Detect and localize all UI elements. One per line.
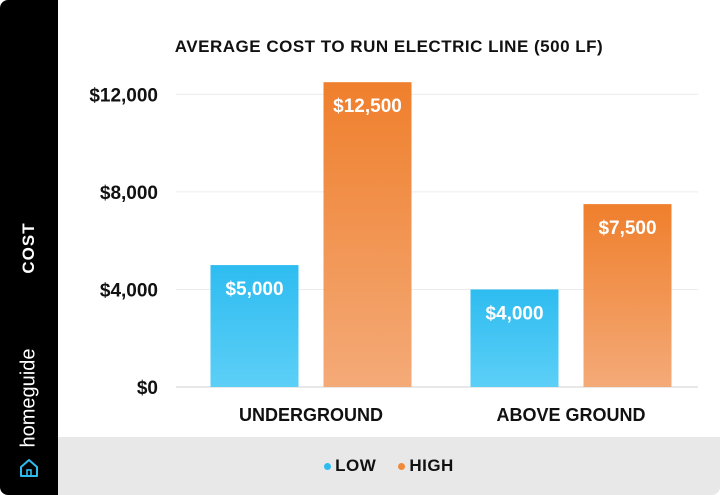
data-label: $4,000 [485,303,543,324]
bar-high [583,204,672,387]
data-label: $5,000 [225,279,283,300]
data-label: $12,500 [333,96,402,117]
legend-swatch-low [324,462,332,470]
bar-high [323,82,412,387]
legend: LOW HIGH [58,437,720,495]
legend-label-low: LOW [335,456,377,475]
bar-low [470,289,559,387]
bar-low [210,265,299,387]
x-tick-label: ABOVE GROUND [496,405,645,425]
chart-title: AVERAGE COST TO RUN ELECTRIC LINE (500 L… [175,37,603,56]
legend-item-high: HIGH [398,456,454,476]
legend-swatch-high [398,462,406,470]
legend-label-high: HIGH [409,456,454,475]
y-axis-label: COST [19,222,38,274]
sidebar: COST homeguide [0,0,58,495]
legend-item-low: LOW [324,456,376,476]
brand-name: homeguide [17,348,40,448]
bar-chart: AVERAGE COST TO RUN ELECTRIC LINE (500 L… [89,37,698,425]
y-tick-label: $4,000 [100,280,158,301]
y-tick-label: $0 [137,378,158,399]
y-tick-label: $8,000 [100,183,158,204]
data-label: $7,500 [598,218,656,239]
y-tick-label: $12,000 [89,85,158,106]
house-icon [20,459,38,477]
x-tick-label: UNDERGROUND [239,405,383,425]
